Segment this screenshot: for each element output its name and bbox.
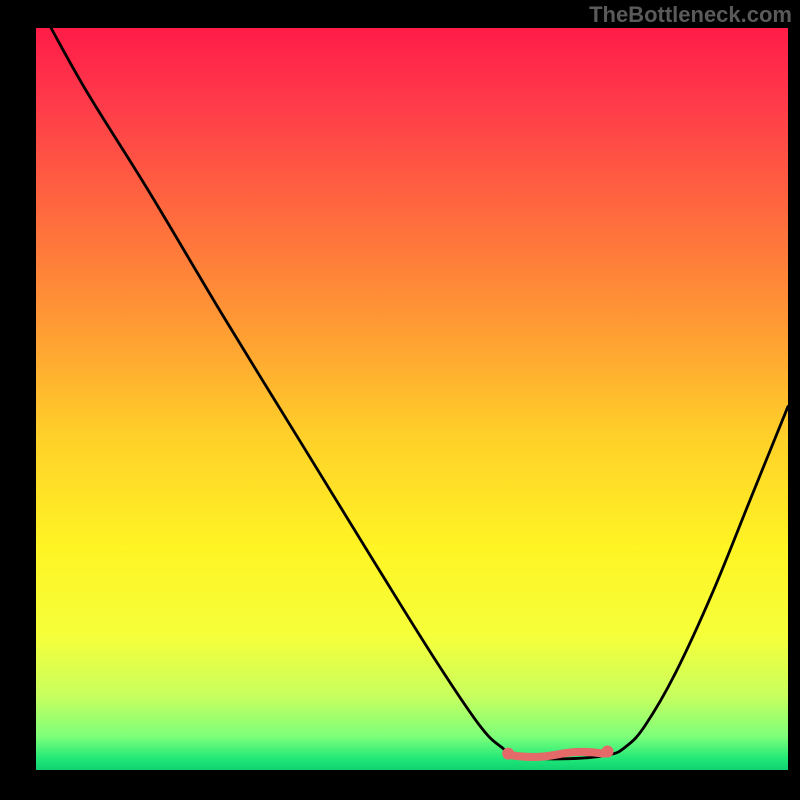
chart-root: TheBottleneck.com [0,0,800,800]
plot-area [36,28,788,770]
watermark-text: TheBottleneck.com [589,2,792,28]
